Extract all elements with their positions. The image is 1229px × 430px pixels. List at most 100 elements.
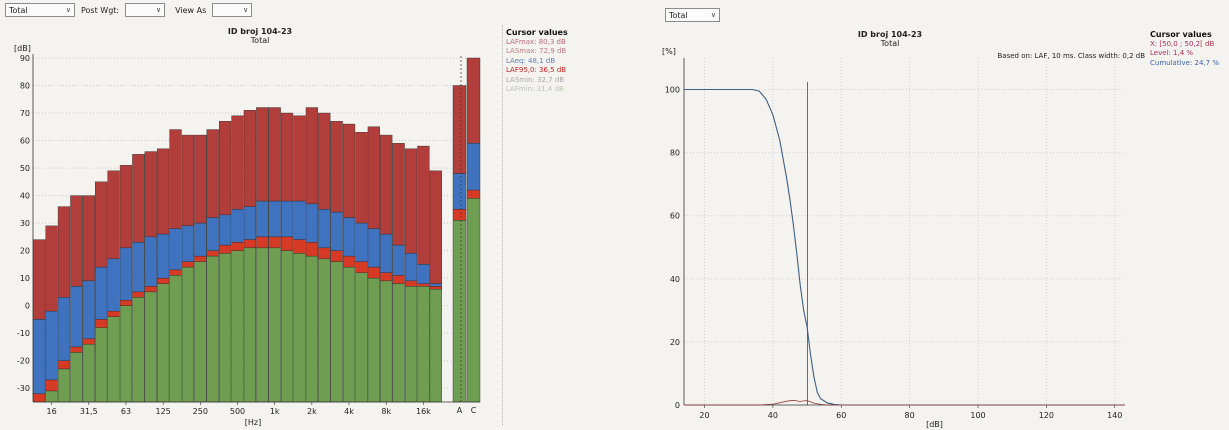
- bar-laf95: [342, 255, 356, 268]
- y-tick-label: 10: [20, 274, 30, 283]
- bar-laf95: [70, 346, 83, 353]
- y-tick-label: -10: [17, 329, 30, 338]
- bar-laf95: [194, 255, 207, 262]
- bar-laeq: [404, 253, 418, 282]
- left-chart-title-text: ID broj 104-23: [227, 27, 293, 36]
- bar-lafmin: [367, 277, 380, 403]
- left-chart-subtitle: Total: [250, 36, 270, 45]
- bar-lafmax: [95, 181, 108, 268]
- left-chart-title: ID broj 104-23 Total: [200, 27, 320, 45]
- bar-laf95: [268, 236, 281, 249]
- bar-lafmin: [45, 390, 58, 403]
- bar-lafmin: [243, 247, 256, 403]
- left-cursor-item: LASmax: 72,9 dB: [506, 47, 567, 55]
- total-bar-min: [452, 220, 467, 403]
- total-select[interactable]: Total ∨: [5, 3, 75, 17]
- total-bar-max: [452, 85, 467, 174]
- bar-laf95: [404, 280, 418, 287]
- bar-lafmax: [57, 206, 71, 298]
- left-cursor-item: LAFmin: 31,4 dB: [506, 85, 564, 93]
- bar-laf95: [293, 239, 306, 254]
- right-cursor-item: Cumulative: 24,7 %: [1150, 58, 1219, 67]
- bar-laeq: [45, 310, 58, 381]
- right-cursor-item: X: [50,0 ; 50,2[ dB: [1150, 39, 1215, 48]
- right-chart-title-text: ID broj 104-23: [857, 30, 923, 39]
- right-total-select[interactable]: Total ∨: [665, 8, 720, 22]
- chevron-down-icon: ∨: [243, 6, 249, 14]
- bar-laf95: [367, 266, 380, 279]
- bar-lafmin: [119, 305, 133, 403]
- left-cursor-item: LASmin: 32,7 dB: [506, 75, 565, 84]
- y-tick-label: 20: [670, 338, 680, 347]
- view-as-select[interactable]: ∨: [212, 3, 253, 17]
- y-tick-label: 60: [670, 212, 680, 221]
- bar-laeq: [330, 211, 343, 251]
- left-cursor-item: LAFmax: 80,3 dB: [506, 37, 566, 46]
- bar-laf95: [417, 283, 430, 287]
- bar-lafmin: [417, 286, 430, 403]
- right-cursor-values: Cursor values X: [50,0 ; 50,2[ dB Level: …: [1150, 30, 1219, 68]
- bar-lafmax: [318, 112, 331, 210]
- x-tick-label: 125: [155, 407, 170, 416]
- bar-laf95: [107, 310, 120, 317]
- chart-annotation: Based on: LAF, 10 ms. Class width: 0,2 d…: [997, 52, 1145, 60]
- total-label: C: [471, 406, 477, 415]
- left-cursor-values: Cursor values LAFmax: 80,3 dB LASmax: 72,…: [506, 28, 568, 95]
- bar-lafmin: [157, 283, 170, 403]
- bar-lafmax: [33, 239, 46, 320]
- bar-lafmax: [330, 121, 343, 213]
- right-cursor-title: Cursor values: [1150, 30, 1212, 39]
- bar-lafmax: [169, 129, 182, 229]
- y-tick-label: 80: [20, 82, 30, 91]
- bar-lafmin: [194, 261, 207, 403]
- right-chart-subtitle: Total: [880, 39, 900, 48]
- bar-laeq: [119, 247, 133, 301]
- x-tick-label: 250: [193, 407, 208, 416]
- total-bar-max: [466, 57, 481, 144]
- bar-lafmax: [293, 115, 306, 202]
- bar-laeq: [268, 200, 281, 238]
- bar-laeq: [342, 217, 356, 257]
- y-tick-label: -30: [17, 384, 30, 393]
- bar-lafmin: [256, 247, 269, 403]
- bar-lafmin: [169, 275, 182, 403]
- bar-lafmin: [268, 247, 281, 403]
- bar-laf95: [45, 379, 58, 392]
- y-axis-label: [dB]: [14, 44, 31, 53]
- bar-lafmax: [305, 107, 318, 205]
- bar-lafmax: [404, 148, 418, 254]
- bar-laeq: [194, 222, 207, 257]
- x-tick-label: 500: [230, 407, 245, 416]
- bar-lafmin: [82, 344, 95, 403]
- bar-lafmax: [417, 145, 430, 265]
- x-tick-label: 16: [46, 407, 56, 416]
- bar-lafmax: [268, 107, 281, 202]
- bar-laf95: [231, 242, 244, 251]
- y-tick-label: 100: [665, 86, 680, 95]
- bar-laf95: [206, 250, 219, 257]
- bar-laeq: [70, 286, 83, 348]
- bar-lafmin: [57, 368, 71, 403]
- total-bar-min: [466, 198, 481, 403]
- bar-laeq: [144, 236, 157, 287]
- x-tick-label: 80: [905, 411, 915, 420]
- x-tick-label: 140: [1107, 411, 1122, 420]
- bar-laeq: [355, 222, 368, 262]
- bar-laeq: [157, 233, 170, 279]
- bar-lafmax: [280, 112, 294, 202]
- bar-laeq: [107, 258, 120, 312]
- post-wgt-label: Post Wgt:: [81, 5, 120, 15]
- bar-laeq: [231, 209, 244, 243]
- x-tick-label: 16k: [416, 407, 431, 416]
- bar-laf95: [429, 286, 442, 290]
- bar-lafmax: [70, 195, 83, 287]
- bar-lafmax: [355, 132, 368, 224]
- bar-laf95: [181, 261, 195, 268]
- bar-lafmin: [181, 266, 195, 403]
- bar-lafmax: [256, 107, 269, 202]
- bar-lafmax: [107, 170, 120, 260]
- bar-laf95: [392, 275, 405, 284]
- bar-lafmax: [342, 123, 356, 218]
- post-wgt-select[interactable]: ∨: [125, 3, 166, 17]
- y-tick-label: 0: [675, 401, 680, 410]
